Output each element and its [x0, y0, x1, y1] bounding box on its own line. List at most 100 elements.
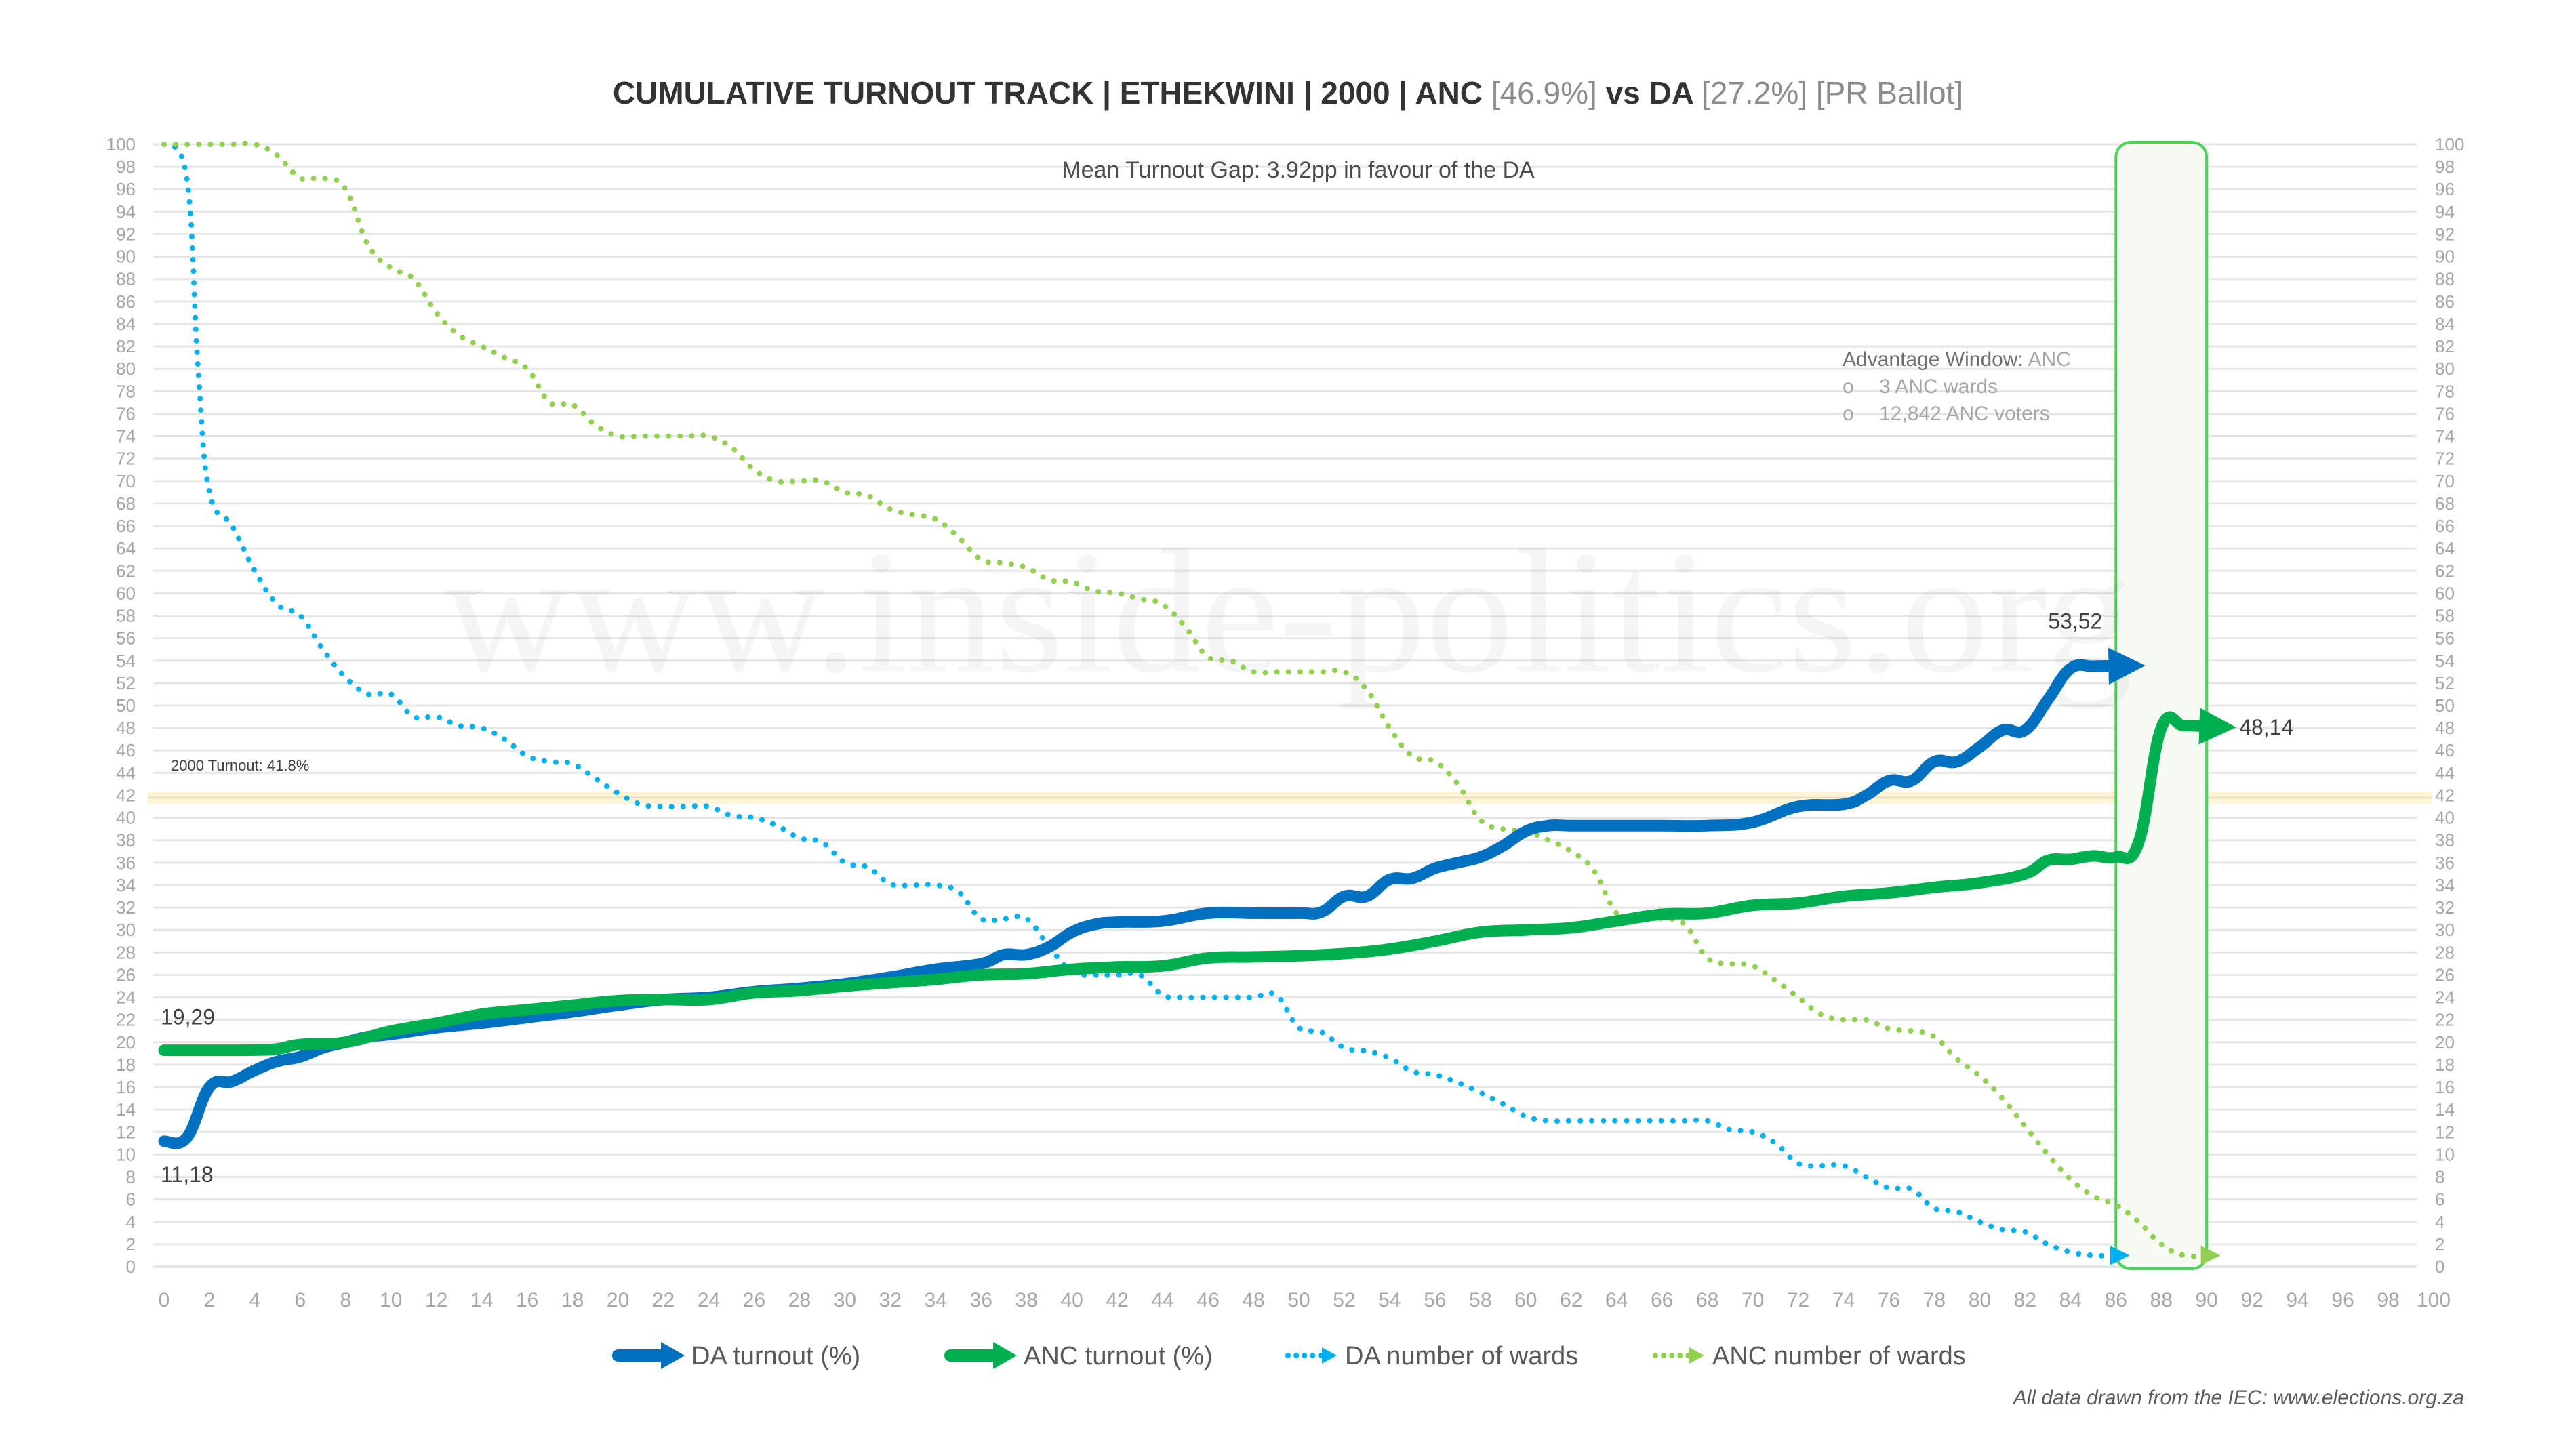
y-tick-label: 64 [116, 538, 136, 558]
y-tick-label-right: 78 [2435, 381, 2455, 401]
y-tick-label: 70 [116, 471, 136, 491]
y-tick-label: 92 [116, 224, 136, 244]
x-tick-label: 86 [2105, 1289, 2127, 1311]
legend-item-anc-wards[interactable]: ANC number of wards [1653, 1342, 1966, 1370]
x-tick-label: 46 [1196, 1289, 1219, 1311]
y-tick-label: 14 [116, 1099, 136, 1120]
subtitle: Mean Turnout Gap: 3.92pp in favour of th… [1062, 157, 1535, 183]
legend-item-da-wards[interactable]: DA number of wards [1285, 1342, 1578, 1370]
x-tick-label: 4 [249, 1289, 261, 1311]
legend-label-da-turnout: DA turnout (%) [691, 1342, 860, 1370]
y-tick-label-right: 50 [2435, 695, 2455, 716]
y-tick-label-right: 74 [2435, 426, 2455, 447]
x-tick-label: 2 [204, 1289, 216, 1311]
y-tick-label: 54 [116, 651, 136, 671]
y-tick-label-right: 96 [2435, 179, 2455, 199]
y-tick-label: 34 [116, 875, 136, 895]
x-tick-label: 28 [788, 1289, 811, 1311]
x-tick-label: 70 [1742, 1289, 1764, 1311]
y-tick-label-right: 76 [2435, 403, 2455, 424]
legend-item-da-turnout[interactable]: DA turnout (%) [612, 1342, 860, 1370]
x-tick-label: 34 [925, 1289, 947, 1311]
y-tick-label-right: 70 [2435, 471, 2455, 491]
source-footer: All data drawn from the IEC: www.electio… [2012, 1387, 2464, 1409]
x-tick-label: 76 [1878, 1289, 1900, 1311]
x-tick-label: 54 [1378, 1289, 1401, 1311]
y-tick-label-right: 42 [2435, 785, 2455, 805]
y-tick-label: 38 [116, 830, 136, 851]
y-tick-label-right: 2 [2435, 1234, 2444, 1254]
y-tick-label-right: 14 [2435, 1099, 2455, 1120]
x-tick-label: 92 [2240, 1289, 2263, 1311]
x-tick-label: 16 [516, 1289, 538, 1311]
y-tick-label-right: 90 [2435, 247, 2455, 267]
x-tick-label: 8 [340, 1289, 351, 1311]
title-da-share: [27.2%] [1702, 75, 1807, 110]
y-tick-label: 28 [116, 942, 136, 962]
y-tick-label: 42 [116, 785, 136, 805]
y-tick-label: 16 [116, 1077, 136, 1097]
y-tick-label-right: 46 [2435, 740, 2455, 760]
x-tick-label: 40 [1061, 1289, 1083, 1311]
reference-line-label: 2000 Turnout: 41.8% [171, 757, 309, 774]
y-tick-label: 82 [116, 336, 136, 356]
bullet-icon: o [1843, 403, 1854, 425]
anc-wards-line [161, 140, 2221, 1265]
y-tick-label: 88 [116, 269, 136, 289]
y-tick-label-right: 92 [2435, 224, 2455, 244]
annotation-heading: Advantage Window: ANC [1843, 348, 2071, 371]
data-label: 19,29 [161, 1005, 215, 1029]
y-tick-label: 30 [116, 920, 136, 940]
y-tick-label-right: 22 [2435, 1010, 2455, 1030]
y-tick-label: 10 [116, 1144, 136, 1164]
y-tick-label: 90 [116, 247, 136, 267]
legend-item-anc-turnout[interactable]: ANC turnout (%) [944, 1342, 1213, 1370]
y-tick-label: 86 [116, 291, 136, 312]
x-tick-label: 56 [1424, 1289, 1446, 1311]
y-tick-label-right: 62 [2435, 560, 2455, 581]
y-tick-label-right: 8 [2435, 1167, 2444, 1187]
y-tick-label: 12 [116, 1122, 136, 1142]
x-tick-label: 62 [1560, 1289, 1582, 1311]
x-tick-label: 20 [607, 1289, 629, 1311]
y-tick-label: 8 [126, 1167, 136, 1187]
y-tick-label-right: 98 [2435, 157, 2455, 177]
watermark: www.inside-politics.org [443, 514, 2132, 710]
y-tick-label: 32 [116, 897, 136, 918]
x-tick-label: 6 [295, 1289, 306, 1311]
x-tick-label: 94 [2286, 1289, 2308, 1311]
x-tick-label: 60 [1514, 1289, 1537, 1311]
x-tick-label: 30 [834, 1289, 856, 1311]
x-tick-label: 24 [698, 1289, 720, 1311]
y-tick-label: 66 [116, 516, 136, 536]
y-tick-label: 0 [126, 1257, 136, 1277]
y-tick-label-right: 60 [2435, 583, 2455, 603]
x-tick-label: 36 [970, 1289, 992, 1311]
x-tick-label: 74 [1832, 1289, 1855, 1311]
x-axis: 0 2 4 6 8 10 12 14 16 18 20 22 24 26 28 30 32 34 36 38 40 42 4… [159, 1289, 2451, 1311]
y-tick-label: 84 [116, 314, 136, 334]
x-tick-label: 98 [2377, 1289, 2399, 1311]
y-tick-label-right: 54 [2435, 651, 2455, 671]
y-tick-label-right: 20 [2435, 1032, 2455, 1053]
x-tick-label: 80 [1969, 1289, 1991, 1311]
y-tick-label-right: 10 [2435, 1144, 2455, 1164]
y-tick-label-right: 52 [2435, 673, 2455, 693]
y-tick-label-right: 68 [2435, 493, 2455, 514]
y-tick-label-right: 16 [2435, 1077, 2455, 1097]
y-tick-label-right: 30 [2435, 920, 2455, 940]
y-tick-label: 56 [116, 628, 136, 649]
y-tick-label-right: 84 [2435, 314, 2455, 334]
y-tick-label-right: 72 [2435, 449, 2455, 469]
anc-turnout-line [158, 708, 2236, 1057]
y-tick-label-right: 12 [2435, 1122, 2455, 1142]
y-tick-label-right: 58 [2435, 606, 2455, 626]
y-tick-label: 46 [116, 740, 136, 760]
title-main: CUMULATIVE TURNOUT TRACK | ETHEKWINI | 2… [613, 75, 1491, 110]
y-tick-label-right: 26 [2435, 964, 2455, 985]
x-tick-label: 32 [879, 1289, 902, 1311]
y-tick-label: 20 [116, 1032, 136, 1053]
x-tick-label: 52 [1333, 1289, 1355, 1311]
y-tick-label-right: 0 [2435, 1257, 2444, 1277]
